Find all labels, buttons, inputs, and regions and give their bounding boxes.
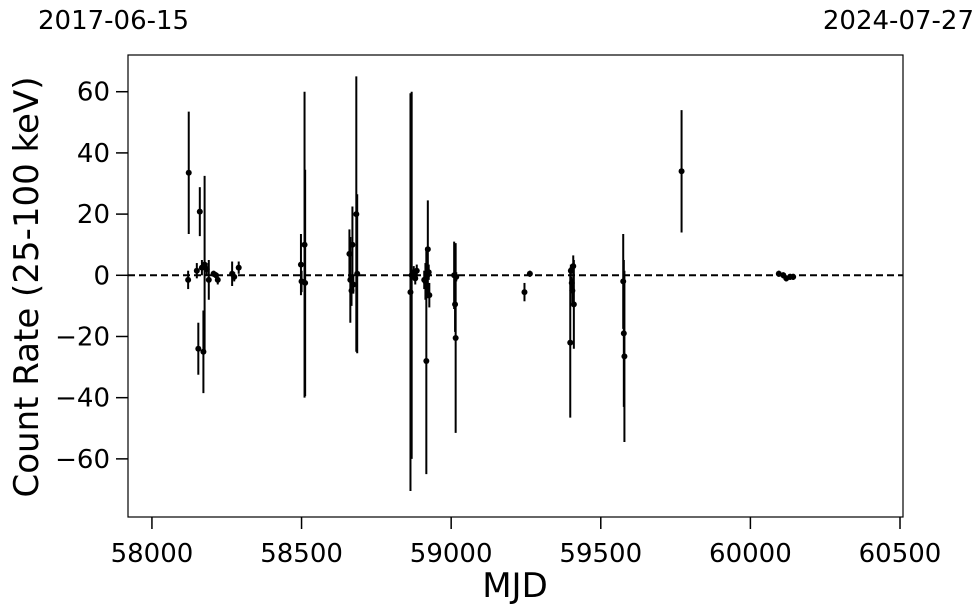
data-point [413,267,420,274]
data-point [620,330,627,337]
data-point [348,287,355,294]
data-point [203,266,210,273]
data-point [349,241,356,248]
y-tick-label: 0 [93,261,110,291]
data-point [526,270,533,277]
data-point [567,339,574,346]
data-point [453,273,460,280]
data-point [235,264,242,271]
data-point [231,273,238,280]
x-tick-label: 58000 [111,539,194,569]
x-tick-label: 59000 [410,539,493,569]
y-axis-label: Count Rate (25-100 keV) [7,77,47,498]
data-point [412,275,419,282]
x-tick-label: 60000 [709,539,792,569]
y-tick-label: −20 [55,322,110,352]
axes-ticks: 58000 58500 59000 59500 60000 60500 −60 −40 −20 0… [55,78,941,569]
data-point [301,241,308,248]
data-point [422,278,429,285]
y-tick-label: 40 [77,139,110,169]
data-point [201,261,208,268]
data-point [185,169,192,176]
data-point [353,211,360,218]
data-point [425,269,432,276]
data-point [424,246,431,253]
data-point [346,250,353,257]
data-point [214,276,221,283]
data-point [426,292,433,299]
data-point [452,301,459,308]
data-point [521,289,528,296]
plot-area [128,76,903,491]
x-tick-label: 58500 [260,539,343,569]
data-point [570,263,577,270]
data-point [570,301,577,308]
data-point [297,261,304,268]
data-point [620,278,627,285]
top-left-date-label: 2017-06-15 [38,6,190,36]
data-point [354,270,361,277]
data-point [350,281,357,288]
data-point [407,289,414,296]
data-point [452,335,459,342]
top-right-date-label: 2024-07-27 [822,6,974,36]
data-point [569,287,576,294]
y-tick-label: −60 [55,445,110,475]
y-tick-label: 20 [77,200,110,230]
data-point [790,273,797,280]
data-point [568,279,575,286]
data-point [185,276,192,283]
y-tick-label: −40 [55,384,110,414]
x-axis-label: MJD [482,566,548,606]
data-point [567,267,574,274]
data-point [212,272,219,279]
x-tick-label: 60500 [859,539,942,569]
data-point [193,267,200,274]
data-point [200,348,207,355]
x-tick-label: 59500 [559,539,642,569]
data-point [347,276,354,283]
data-point [678,168,685,175]
data-point [302,279,309,286]
data-point [205,276,212,283]
data-point [196,208,203,215]
y-tick-label: 60 [77,78,110,108]
data-point [423,357,430,364]
data-point [195,345,202,352]
data-point [621,353,628,360]
plot-frame [127,54,904,518]
